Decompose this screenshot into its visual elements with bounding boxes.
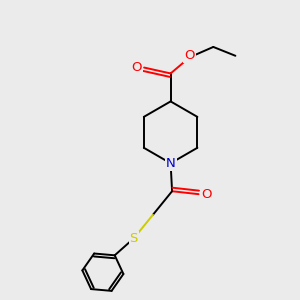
Text: O: O: [131, 61, 142, 74]
Text: S: S: [130, 232, 138, 245]
Text: O: O: [201, 188, 211, 201]
Text: N: N: [166, 157, 176, 170]
Text: O: O: [184, 49, 195, 62]
